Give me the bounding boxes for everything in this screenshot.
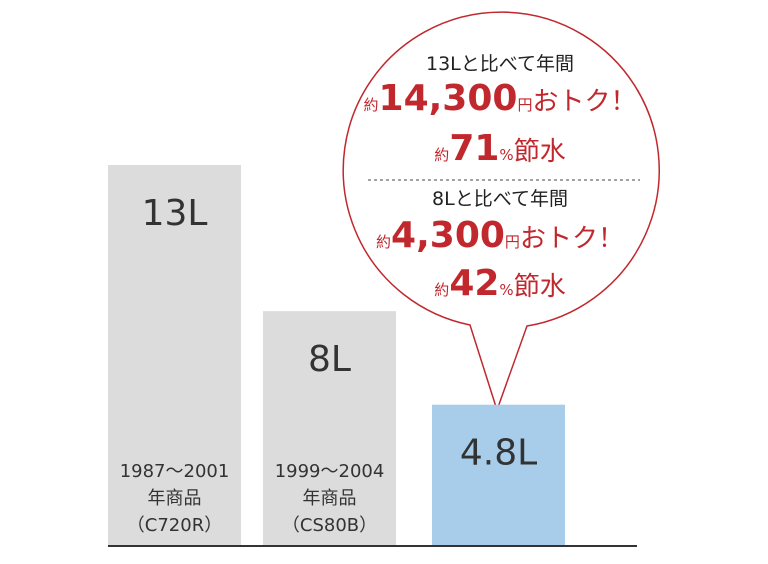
callout-text: 約 (434, 146, 449, 164)
callout-heading: 13Lと比べて年間 (426, 53, 574, 75)
callout-text: 約 (376, 233, 391, 251)
value-label: 13L (142, 193, 208, 234)
callout-line: 約71%節水 (434, 128, 565, 169)
callout-line: 約42%節水 (434, 263, 565, 304)
callout-text: 約 (434, 281, 449, 299)
callout-text: 約 (364, 96, 379, 114)
callout-line: 約4,300円おトク！ (376, 215, 624, 256)
value-label: 8L (308, 339, 351, 380)
x-tick-label: （CS80B） (282, 515, 377, 536)
bar (432, 404, 565, 545)
x-tick-label: 1987～2001 (120, 461, 230, 482)
callout-text: 42 (449, 263, 499, 304)
callout-text: % (499, 281, 513, 299)
x-tick-label: 年商品 (303, 488, 357, 509)
callout-text: おトク！ (532, 87, 636, 117)
callout-text: 4,300 (391, 215, 505, 256)
callout-bubble (342, 11, 660, 413)
bar (108, 165, 241, 545)
callout-heading: 8Lと比べて年間 (432, 188, 568, 210)
callout-text: 節水 (514, 272, 566, 302)
x-tick-label: 1999～2004 (275, 461, 385, 482)
callout-text: % (499, 146, 513, 164)
callout-line: 約14,300円おトク！ (364, 78, 637, 119)
value-label: 4.8L (460, 433, 537, 474)
callout-text: 14,300 (379, 78, 518, 119)
callout-text: おトク！ (520, 224, 624, 254)
x-tick-label: （C720R） (127, 515, 222, 536)
x-tick-label: 年商品 (148, 488, 202, 509)
callout-text: 71 (449, 128, 499, 169)
callout-text: 円 (505, 233, 520, 251)
callout-text: 円 (517, 96, 532, 114)
bar (263, 311, 396, 545)
callout-text: 節水 (514, 137, 566, 167)
